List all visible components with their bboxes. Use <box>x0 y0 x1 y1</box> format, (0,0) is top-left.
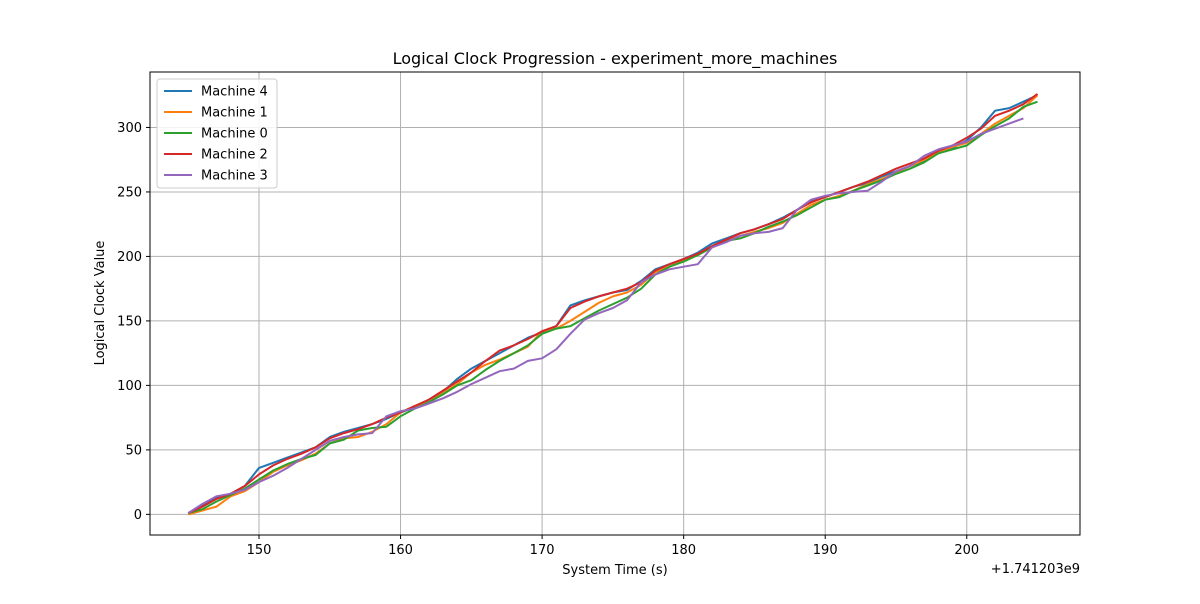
x-tick-label: 200 <box>954 543 979 558</box>
y-axis-ticks: 0 50 100 150 200 250 300 <box>117 121 150 523</box>
y-tick-label: 150 <box>117 314 142 329</box>
chart-title: Logical Clock Progression - experiment_m… <box>393 49 838 69</box>
legend-entry-label: Machine 1 <box>201 106 268 121</box>
x-tick-label: 150 <box>247 543 272 558</box>
legend: Machine 4 Machine 1 Machine 0 Machine 2 Mach… <box>156 78 278 189</box>
plot-area-frame <box>149 71 1081 536</box>
y-axis-label: Logical Clock Value <box>93 241 108 366</box>
legend-entry-label: Machine 3 <box>201 169 268 184</box>
grid-lines <box>150 72 1080 535</box>
legend-entry-label: Machine 4 <box>201 85 268 100</box>
y-tick-label: 50 <box>125 443 142 458</box>
legend-box <box>156 78 278 189</box>
series-line-machine-2 <box>187 93 1039 515</box>
y-tick-label: 0 <box>134 508 142 523</box>
legend-entry-label: Machine 0 <box>201 127 268 142</box>
x-axis-label: System Time (s) <box>562 563 667 578</box>
y-tick-label: 100 <box>117 379 142 394</box>
y-tick-label: 300 <box>117 121 142 136</box>
x-tick-label: 160 <box>388 543 413 558</box>
x-axis-ticks: 150 160 170 180 190 200 <box>247 535 979 558</box>
x-axis-offset-label: +1.741203e9 <box>991 562 1080 577</box>
x-tick-label: 180 <box>671 543 696 558</box>
legend-entry-label: Machine 2 <box>201 148 268 163</box>
series-line-machine-3 <box>187 117 1024 514</box>
y-tick-label: 200 <box>117 250 142 265</box>
x-tick-label: 170 <box>530 543 555 558</box>
series-line-machine-0 <box>187 100 1038 515</box>
series-lines <box>187 93 1039 516</box>
x-tick-label: 190 <box>813 543 838 558</box>
y-tick-label: 250 <box>117 185 142 200</box>
